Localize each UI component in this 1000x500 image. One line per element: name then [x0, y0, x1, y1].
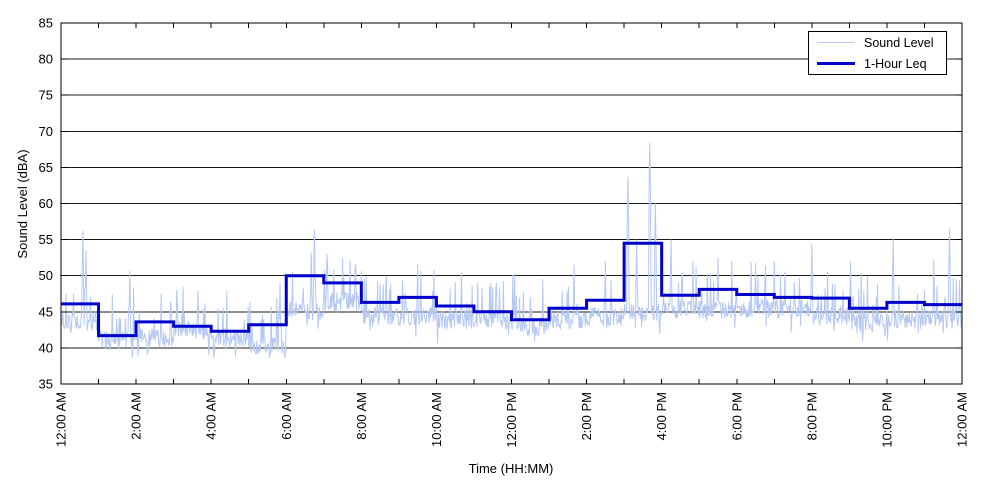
y-tick-label: 85: [39, 16, 53, 31]
leq-step-line: [61, 241, 962, 338]
y-tick-label: 40: [39, 340, 53, 355]
x-tick-label: 12:00 PM: [504, 392, 519, 448]
x-tick-label: 10:00 AM: [429, 392, 444, 447]
legend-label: 1-Hour Leq: [864, 56, 927, 71]
legend-item-1-hour-leq: 1-Hour Leq: [809, 53, 946, 74]
y-tick-label: 65: [39, 160, 53, 175]
x-tick-label: 10:00 PM: [879, 392, 894, 448]
x-tick-label: 4:00 AM: [204, 392, 219, 440]
x-tick-label: 8:00 PM: [804, 392, 819, 440]
y-tick-label: 35: [39, 377, 53, 392]
y-tick-label: 70: [39, 124, 53, 139]
leq-line-swatch: [817, 62, 855, 65]
x-tick-label: 2:00 AM: [129, 392, 144, 440]
y-tick-label: 50: [39, 268, 53, 283]
x-tick-label: 12:00 AM: [955, 392, 970, 447]
y-tick-label: 80: [39, 52, 53, 67]
x-tick-label: 12:00 AM: [54, 392, 69, 447]
legend-label: Sound Level: [864, 35, 934, 50]
y-tick-label: 60: [39, 196, 53, 211]
x-tick-label: 6:00 AM: [279, 392, 294, 440]
legend-item-sound-level: Sound Level: [809, 32, 946, 53]
x-tick-label: 4:00 PM: [654, 392, 669, 440]
y-axis-title: Sound Level (dBA): [15, 149, 30, 259]
x-tick-label: 6:00 PM: [729, 392, 744, 440]
sound-level-line-swatch: [817, 41, 855, 44]
y-tick-label: 55: [39, 232, 53, 247]
x-axis-title: Time (HH:MM): [468, 461, 554, 476]
y-tick-label: 75: [39, 88, 53, 103]
y-tick-label: 45: [39, 304, 53, 319]
x-tick-label: 8:00 AM: [354, 392, 369, 440]
legend: Sound Level 1-Hour Leq: [808, 31, 947, 75]
x-tick-label: 2:00 PM: [579, 392, 594, 440]
